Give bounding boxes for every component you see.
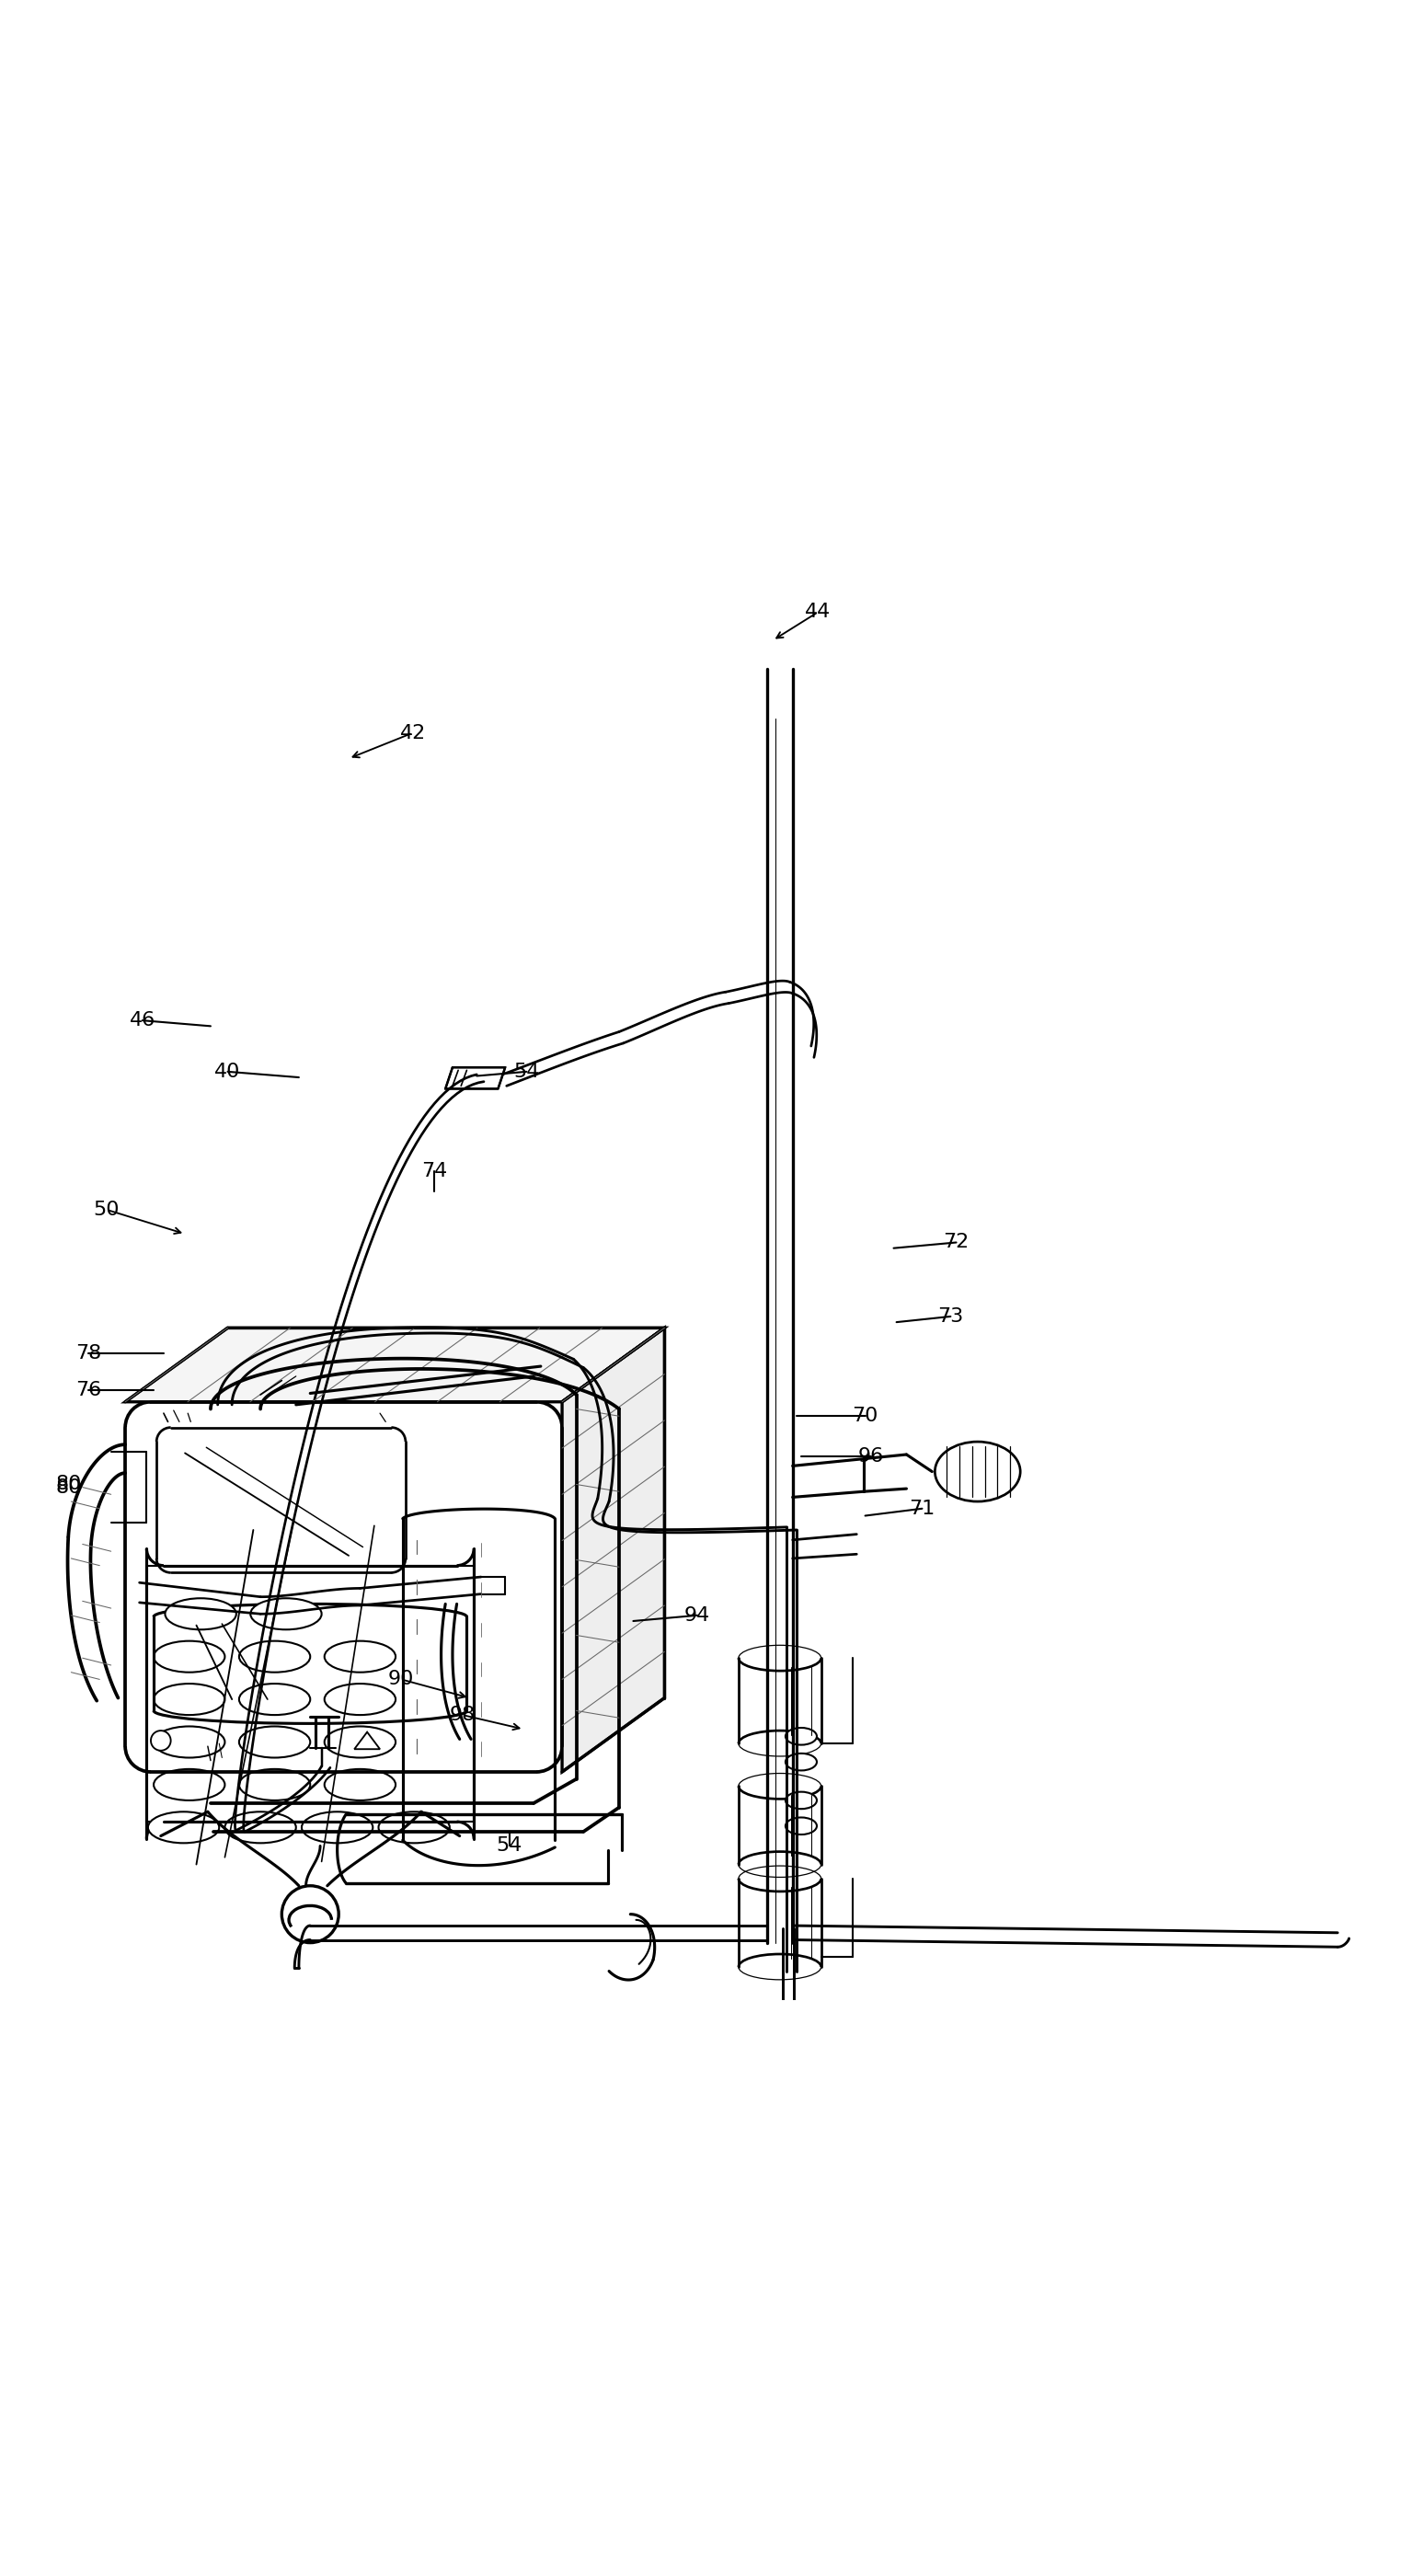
Ellipse shape (379, 1811, 450, 1842)
Ellipse shape (239, 1641, 310, 1672)
Text: 90: 90 (388, 1669, 414, 1690)
Ellipse shape (787, 2107, 810, 2125)
Ellipse shape (324, 1770, 396, 1801)
Polygon shape (562, 1327, 665, 1772)
Text: 96: 96 (858, 1448, 884, 1466)
Ellipse shape (302, 1811, 373, 1842)
Text: 54: 54 (514, 1061, 539, 1082)
Ellipse shape (154, 1685, 225, 1716)
Ellipse shape (165, 1597, 236, 1631)
Circle shape (151, 1731, 171, 1752)
Text: 54: 54 (497, 1837, 522, 1855)
Ellipse shape (785, 1793, 817, 1808)
Ellipse shape (225, 1811, 296, 1842)
Ellipse shape (250, 1597, 322, 1631)
Ellipse shape (935, 1443, 1020, 1502)
Circle shape (282, 1886, 339, 1942)
Text: 50: 50 (94, 1200, 120, 1218)
Text: 94: 94 (684, 1607, 710, 1625)
Text: 42: 42 (400, 724, 425, 742)
Ellipse shape (148, 1811, 219, 1842)
Ellipse shape (154, 1641, 225, 1672)
Ellipse shape (785, 1819, 817, 1834)
Text: 70: 70 (852, 1406, 878, 1425)
Ellipse shape (154, 1770, 225, 1801)
Ellipse shape (154, 1726, 225, 1757)
Ellipse shape (785, 1754, 817, 1770)
Ellipse shape (324, 1641, 396, 1672)
Text: 44: 44 (805, 603, 831, 621)
Text: 76: 76 (75, 1381, 101, 1399)
Text: 98: 98 (450, 1705, 475, 1723)
Text: 72: 72 (943, 1234, 969, 1252)
Polygon shape (125, 1327, 665, 1401)
Text: 80: 80 (55, 1479, 81, 1497)
Polygon shape (354, 1731, 380, 1749)
Text: 40: 40 (215, 1061, 240, 1082)
Ellipse shape (239, 1770, 310, 1801)
Text: 78: 78 (75, 1345, 101, 1363)
Ellipse shape (324, 1726, 396, 1757)
Ellipse shape (324, 1685, 396, 1716)
Text: 46: 46 (129, 1012, 155, 1030)
Ellipse shape (239, 1726, 310, 1757)
Text: 73: 73 (938, 1306, 963, 1327)
Polygon shape (445, 1066, 505, 1090)
Ellipse shape (785, 1728, 817, 1744)
Ellipse shape (239, 1685, 310, 1716)
Text: 71: 71 (909, 1499, 935, 1517)
Polygon shape (147, 1566, 474, 1821)
Text: 80: 80 (55, 1476, 81, 1494)
Text: 74: 74 (421, 1162, 447, 1180)
